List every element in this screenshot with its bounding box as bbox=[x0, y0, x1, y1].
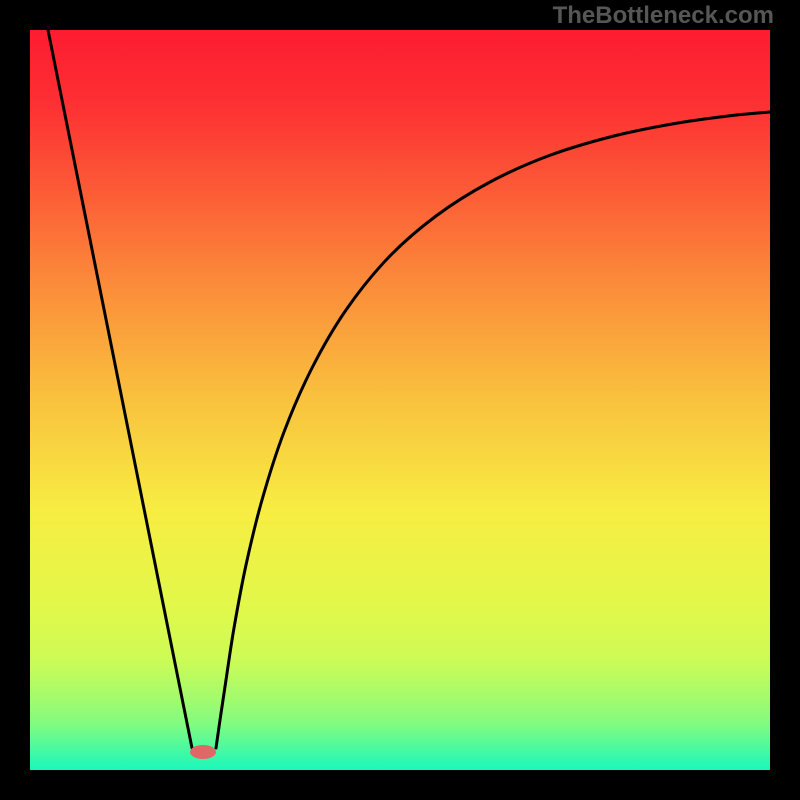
minimum-marker bbox=[190, 745, 216, 759]
watermark-text: TheBottleneck.com bbox=[553, 2, 774, 30]
chart-canvas bbox=[0, 0, 800, 800]
plot-area bbox=[30, 30, 770, 770]
